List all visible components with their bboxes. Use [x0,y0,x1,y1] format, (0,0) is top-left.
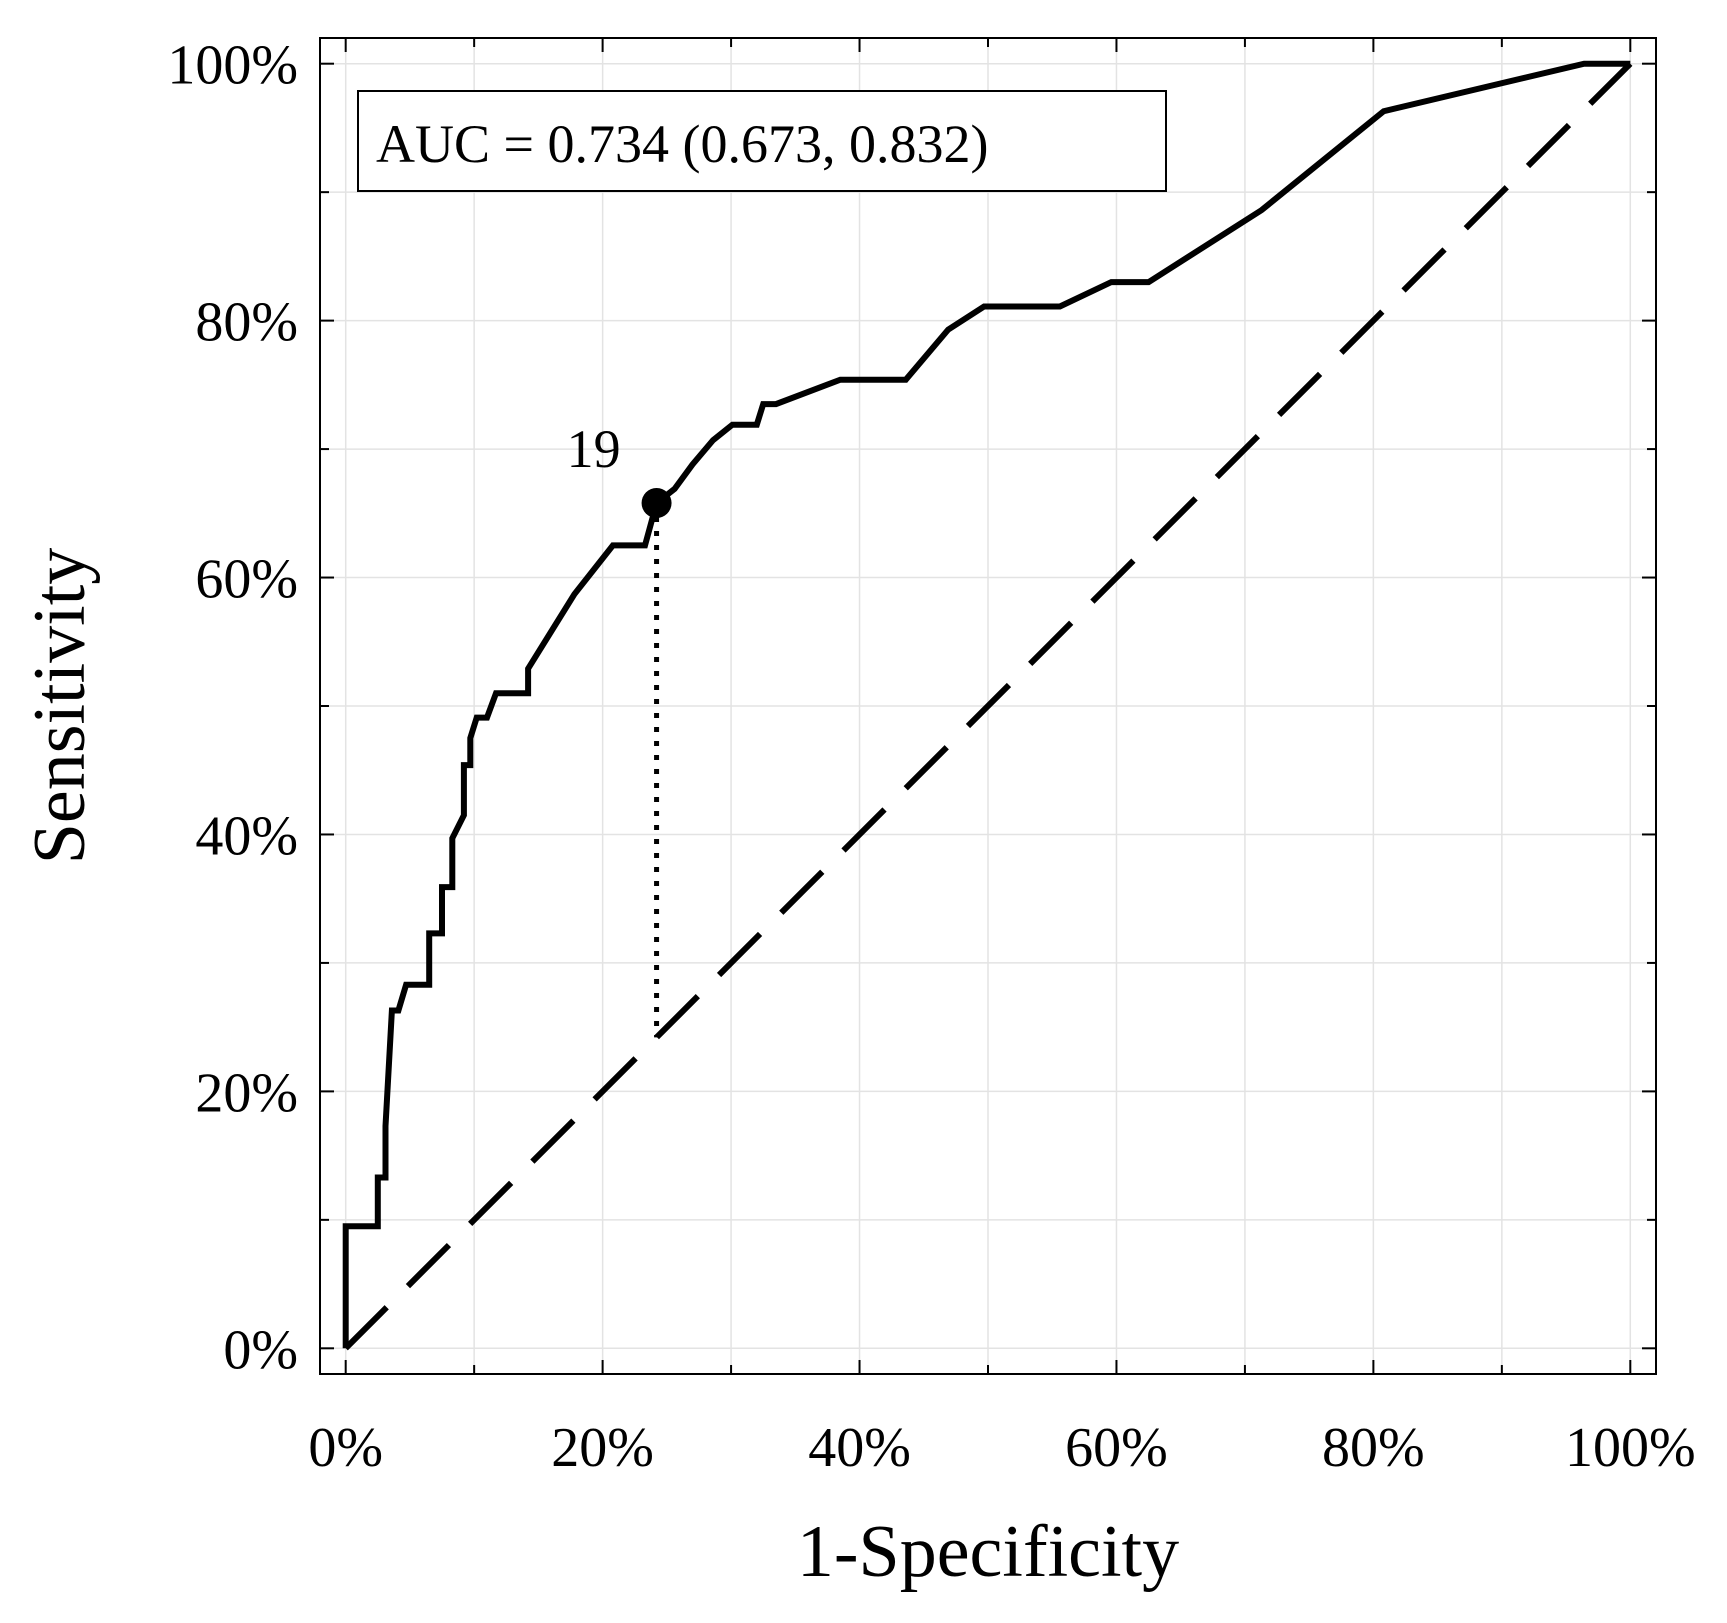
x-tick-label-20: 20% [551,1417,654,1479]
plot-frame [319,37,1657,1375]
roc-curve [342,60,1631,1349]
y-tick-label-60: 60% [195,549,298,611]
auc-box [357,90,1167,192]
auc-annotation: AUC = 0.734 (0.673, 0.832) [357,90,1167,192]
y-tick-label-20: 20% [195,1062,298,1124]
x-tick-label-40: 40% [808,1417,911,1479]
cutoff-point-label: 19 [567,419,621,479]
y-tick-label-0: 0% [223,1319,298,1381]
x-tick-label-0: 0% [308,1417,383,1479]
series-layer [342,60,1633,1351]
y-tick-label-80: 80% [195,292,298,354]
x-axis-title: 1-Specificity [797,1511,1179,1593]
cutoff-point [641,488,672,519]
y-tick-label-40: 40% [195,805,298,867]
y-tick-label-100: 100% [167,35,298,97]
grid-lines [320,38,1656,1374]
y-tick-labels: 0% 20% 40% 60% 80% 100% [167,35,298,1382]
y-axis-title: Sensitivity [19,548,101,865]
x-tick-label-100: 100% [1565,1417,1696,1479]
axis-ticks [320,38,1656,1374]
x-tick-label-60: 60% [1065,1417,1168,1479]
auc-text: AUC = 0.734 (0.673, 0.832) [376,114,988,174]
points-layer: 19 [567,419,672,519]
x-tick-label-80: 80% [1322,1417,1425,1479]
reference-line [343,61,1633,1351]
x-tick-labels: 0% 20% 40% 60% 80% 100% [308,1417,1695,1479]
